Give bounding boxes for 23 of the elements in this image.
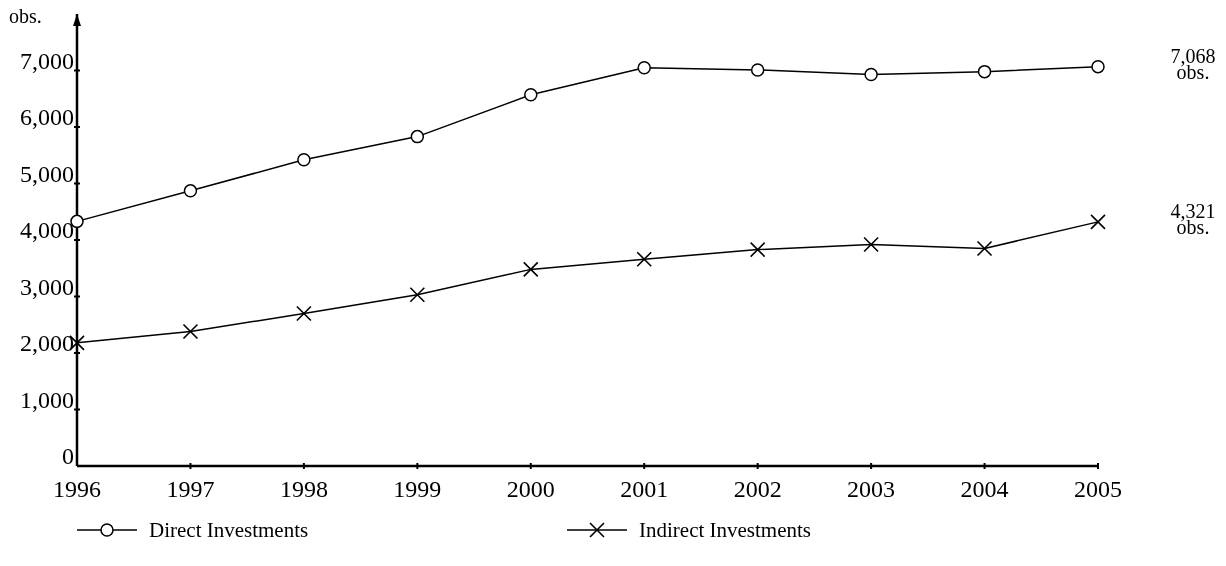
y-tick-label: 3,000 — [20, 273, 74, 300]
x-tick-label: 2003 — [847, 476, 896, 502]
text: 4,321 obs. — [1170, 199, 1216, 238]
y-tick-label: 0 — [62, 443, 74, 469]
y-tick-label: 5,000 — [20, 160, 74, 187]
text: 7,068 obs. — [1170, 44, 1216, 83]
y-tick-label: 4,000 — [20, 217, 74, 243]
x-tick-label: 2001 — [620, 476, 669, 502]
x-tick-label: 2002 — [733, 476, 782, 502]
y-tick-label: 7,000 — [20, 47, 74, 74]
y-tick-label: 2,000 — [20, 330, 74, 356]
x-tick-label: 2000 — [506, 476, 555, 502]
x-tick-label: 1997 — [166, 476, 215, 502]
x-tick-label: 1996 — [53, 476, 101, 502]
x-tick-label: 2004 — [960, 476, 1009, 502]
y-axis-title: obs. — [9, 5, 42, 27]
y-tick-label: 1,000 — [20, 386, 74, 413]
x-tick-label: 1998 — [279, 476, 328, 502]
x-tick-label: 2005 — [1074, 476, 1122, 502]
y-tick-label: 6,000 — [20, 104, 74, 130]
legend-label: Indirect Investments — [639, 518, 812, 542]
x-tick-label: 1999 — [393, 476, 442, 502]
legend-label: Direct Investments — [149, 518, 309, 542]
